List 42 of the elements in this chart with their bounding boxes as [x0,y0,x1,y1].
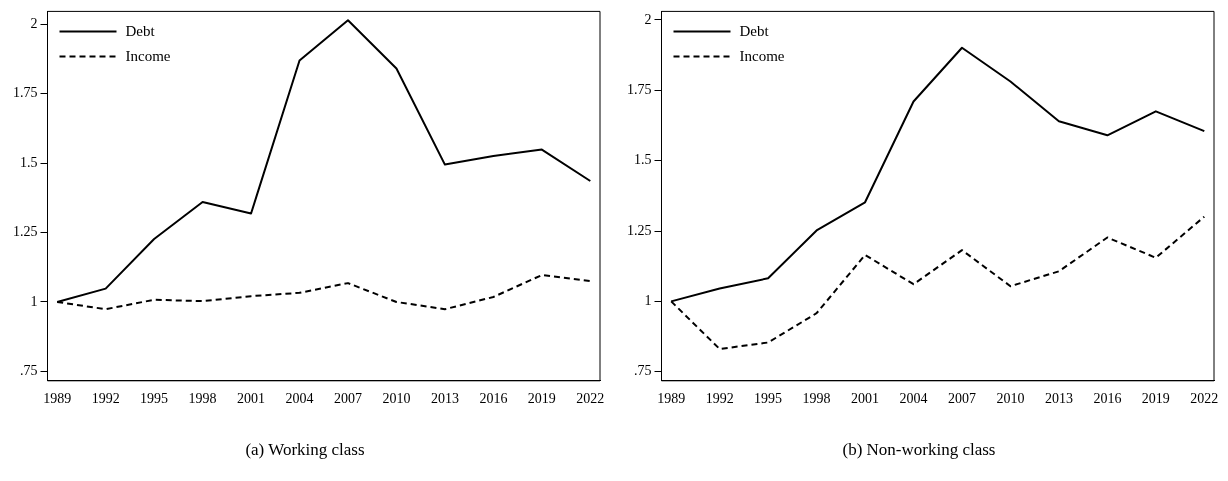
x-tick-label: 1989 [657,390,686,406]
y-tick-label: 1.5 [634,152,652,168]
text: (a) Working class [245,440,365,460]
y-tick-label: 2 [30,16,38,32]
x-tick-label: 1998 [188,390,217,406]
y-tick-label: 1 [30,293,38,309]
x-tick-label: 2007 [333,390,362,406]
x-tick-label: 1992 [705,390,734,406]
x-tick-label: 2016 [479,390,508,406]
y-tick-label: 1.75 [627,81,652,97]
y-tick-label: 1 [644,293,652,309]
x-tick-label: 2019 [1141,390,1170,406]
x-tick-label: 2007 [947,390,976,406]
x-tick-label: 2013 [430,390,459,406]
y-tick-label: .75 [20,363,38,379]
legend-label: Debt [739,23,770,40]
y-tick-label: .75 [634,363,652,379]
x-tick-label: 2010 [382,390,411,406]
legend-label: Debt [125,23,156,40]
x-tick-label: 1995 [140,390,169,406]
x-tick-label: 1998 [802,390,831,406]
x-tick-label: 1995 [754,390,783,406]
x-tick-label: 2004 [285,390,314,406]
y-tick-label: 1.5 [20,154,38,170]
x-tick-label: 2022 [1190,390,1219,406]
x-tick-label: 2001 [851,390,880,406]
x-tick-label: 2010 [996,390,1025,406]
legend-label: Income [125,48,171,65]
x-tick-label: 2016 [1093,390,1122,406]
x-tick-label: 2013 [1044,390,1073,406]
legend-label: Income [739,48,785,65]
x-tick-label: 2019 [527,390,556,406]
y-tick-label: 1.75 [13,85,38,101]
text: (b) Non-working class [842,440,996,460]
x-tick-label: 1992 [91,390,120,406]
x-tick-label: 2004 [899,390,928,406]
y-tick-label: 1.25 [627,222,652,238]
x-tick-label: 2022 [576,390,605,406]
y-tick-label: 1.25 [13,224,38,240]
y-tick-label: 2 [644,11,652,27]
x-tick-label: 2001 [237,390,266,406]
x-tick-label: 1989 [43,390,72,406]
